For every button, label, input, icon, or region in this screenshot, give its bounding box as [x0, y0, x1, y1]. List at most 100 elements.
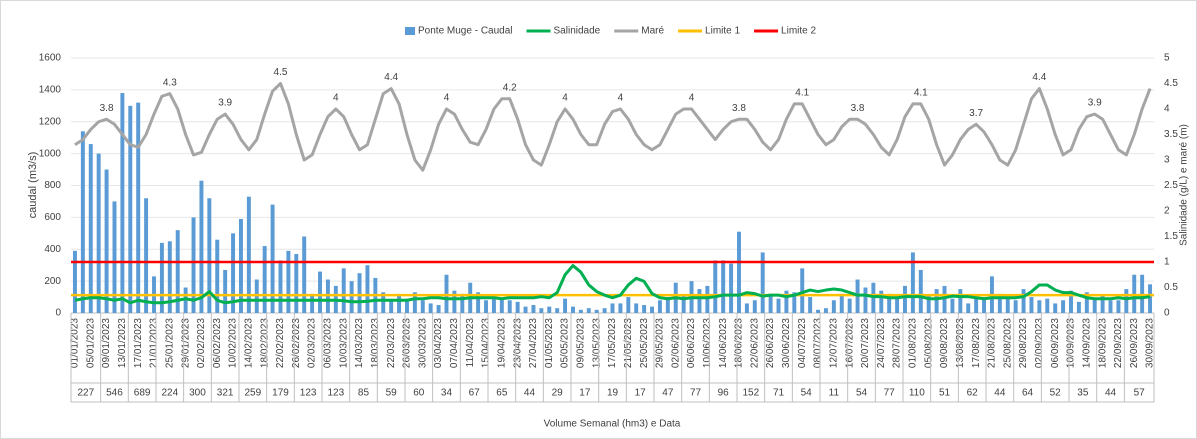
bar [1084, 292, 1089, 313]
bar [175, 230, 180, 313]
x-tick-label: 21/01/2023 [149, 318, 160, 368]
data-label: 4 [689, 93, 695, 104]
bar [910, 252, 915, 313]
bar [895, 297, 900, 313]
bar [831, 300, 836, 313]
x-tick-label: 06/02/2023 [212, 318, 223, 368]
bar [918, 269, 923, 313]
x-tick-label: 05/01/2023 [85, 318, 96, 368]
bar [428, 303, 433, 313]
line-series [74, 82, 1152, 172]
x-tick-label: 01/08/2023 [908, 318, 919, 368]
weekly-volume: 689 [134, 388, 151, 399]
x-tick-label: 10/03/2023 [338, 318, 349, 368]
data-label: 3.7 [969, 108, 983, 119]
x-tick-label: 26/09/2023 [1129, 318, 1140, 368]
x-tick-label: 20/07/2023 [860, 318, 871, 368]
y-tick-label: 1000 [39, 148, 62, 159]
data-label: 3.8 [851, 103, 865, 114]
bar [982, 297, 987, 313]
weekly-volume: 17 [635, 388, 647, 399]
data-label: 4.4 [384, 72, 398, 83]
bar [642, 305, 647, 313]
x-tick-label: 30/06/2023 [781, 318, 792, 368]
legend-label: Salinidade [554, 26, 601, 37]
bar [744, 303, 749, 313]
bar [800, 268, 805, 313]
bar [934, 289, 939, 313]
weekly-volume: 44 [994, 388, 1006, 399]
data-label: 3.9 [1088, 98, 1102, 109]
weekly-volume: 64 [1022, 388, 1034, 399]
data-label: 4 [562, 93, 568, 104]
bar [381, 292, 386, 313]
bar [246, 196, 251, 313]
x-tick-label: 25/01/2023 [164, 318, 175, 368]
x-tick-label: 27/04/2023 [528, 318, 539, 368]
legend-label: Limite 2 [781, 26, 816, 37]
bar [499, 298, 504, 313]
data-label: 4 [444, 93, 450, 104]
bar [357, 273, 362, 313]
bar [776, 298, 781, 313]
bar [697, 289, 702, 313]
x-tick-label: 06/09/2023 [1050, 318, 1061, 368]
x-tick-label: 01/01/2023 [70, 318, 81, 368]
weekly-volume: 85 [358, 388, 370, 399]
weekly-volume: 47 [662, 388, 674, 399]
bar [760, 252, 765, 313]
x-tick-label: 04/07/2023 [797, 318, 808, 368]
x-tick-label: 18/06/2023 [734, 318, 745, 368]
data-label: 3.8 [100, 103, 114, 114]
bar [484, 300, 488, 313]
x-tick-label: 22/06/2023 [749, 318, 760, 368]
y2-tick-label: 1.5 [1164, 231, 1178, 242]
x-tick-label: 22/02/2023 [275, 318, 286, 368]
x-tick-label: 21/05/2023 [623, 318, 634, 368]
x-tick-label: 16/07/2023 [844, 318, 855, 368]
bar [1029, 297, 1034, 313]
x-tick-label: 18/02/2023 [259, 318, 270, 368]
bar [926, 295, 931, 313]
x-tick-label: 10/02/2023 [228, 318, 239, 368]
data-label: 4.4 [1032, 72, 1046, 83]
bar [1108, 300, 1113, 313]
bar [104, 169, 109, 313]
weekly-volume: 62 [967, 388, 979, 399]
x-tick-label: 06/06/2023 [686, 318, 697, 368]
x-tick-label: 26/03/2023 [402, 318, 413, 368]
y2-tick-label: 3 [1164, 155, 1170, 166]
weekly-volume: 34 [441, 388, 453, 399]
weekly-volume: 227 [77, 388, 94, 399]
bar [634, 303, 639, 313]
x-tick-label: 24/07/2023 [876, 318, 887, 368]
x-tick-label: 14/06/2023 [718, 318, 729, 368]
bar [650, 306, 655, 313]
x-tick-label: 01/05/2023 [544, 318, 555, 368]
weekly-volume: 59 [386, 388, 398, 399]
weekly-volume: 71 [773, 388, 785, 399]
line-series [74, 264, 1151, 305]
bar [491, 298, 496, 313]
bar [80, 131, 85, 313]
weekly-volume: 77 [884, 388, 896, 399]
bar [563, 298, 568, 313]
x-tick-label: 13/08/2023 [955, 318, 966, 368]
legend-label: Ponte Muge - Caudal [418, 26, 513, 37]
bar [397, 293, 402, 313]
bar [1053, 303, 1058, 313]
y2-tick-label: 4.5 [1164, 78, 1178, 89]
weekly-volume: 77 [690, 388, 702, 399]
y2-tick-label: 2 [1164, 206, 1170, 217]
bar [365, 265, 370, 313]
y-tick-label: 1600 [39, 53, 62, 64]
x-tick-label: 22/09/2023 [1113, 318, 1124, 368]
data-label: 4.2 [503, 82, 517, 93]
weekly-volume: 35 [1077, 388, 1089, 399]
weekly-volume: 546 [106, 388, 123, 399]
bar [1076, 301, 1081, 313]
data-label: 4.5 [274, 67, 288, 78]
bar [792, 292, 797, 313]
bar [278, 260, 283, 313]
bar [1013, 300, 1018, 313]
